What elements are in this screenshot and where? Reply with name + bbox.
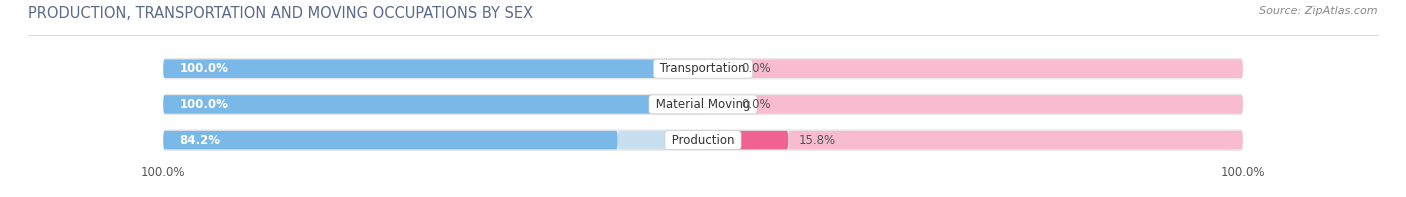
FancyBboxPatch shape <box>163 95 1243 114</box>
Text: Material Moving: Material Moving <box>652 98 754 111</box>
Text: 0.0%: 0.0% <box>741 62 770 75</box>
FancyBboxPatch shape <box>163 131 617 149</box>
FancyBboxPatch shape <box>730 95 1243 114</box>
FancyBboxPatch shape <box>703 131 789 149</box>
Text: 15.8%: 15.8% <box>799 134 837 147</box>
Text: Transportation: Transportation <box>657 62 749 75</box>
FancyBboxPatch shape <box>163 129 1243 151</box>
Text: Production: Production <box>668 134 738 147</box>
FancyBboxPatch shape <box>163 59 703 78</box>
Text: 84.2%: 84.2% <box>180 134 221 147</box>
Text: 0.0%: 0.0% <box>741 98 770 111</box>
Text: 100.0%: 100.0% <box>180 62 228 75</box>
FancyBboxPatch shape <box>163 94 1243 115</box>
FancyBboxPatch shape <box>730 59 1243 78</box>
FancyBboxPatch shape <box>617 131 703 149</box>
FancyBboxPatch shape <box>703 95 730 114</box>
FancyBboxPatch shape <box>163 95 703 114</box>
Text: 100.0%: 100.0% <box>180 98 228 111</box>
FancyBboxPatch shape <box>163 59 1243 78</box>
Text: Source: ZipAtlas.com: Source: ZipAtlas.com <box>1260 6 1378 16</box>
Text: PRODUCTION, TRANSPORTATION AND MOVING OCCUPATIONS BY SEX: PRODUCTION, TRANSPORTATION AND MOVING OC… <box>28 6 533 21</box>
FancyBboxPatch shape <box>163 131 1243 149</box>
FancyBboxPatch shape <box>789 131 1243 149</box>
FancyBboxPatch shape <box>163 58 1243 79</box>
FancyBboxPatch shape <box>703 59 730 78</box>
